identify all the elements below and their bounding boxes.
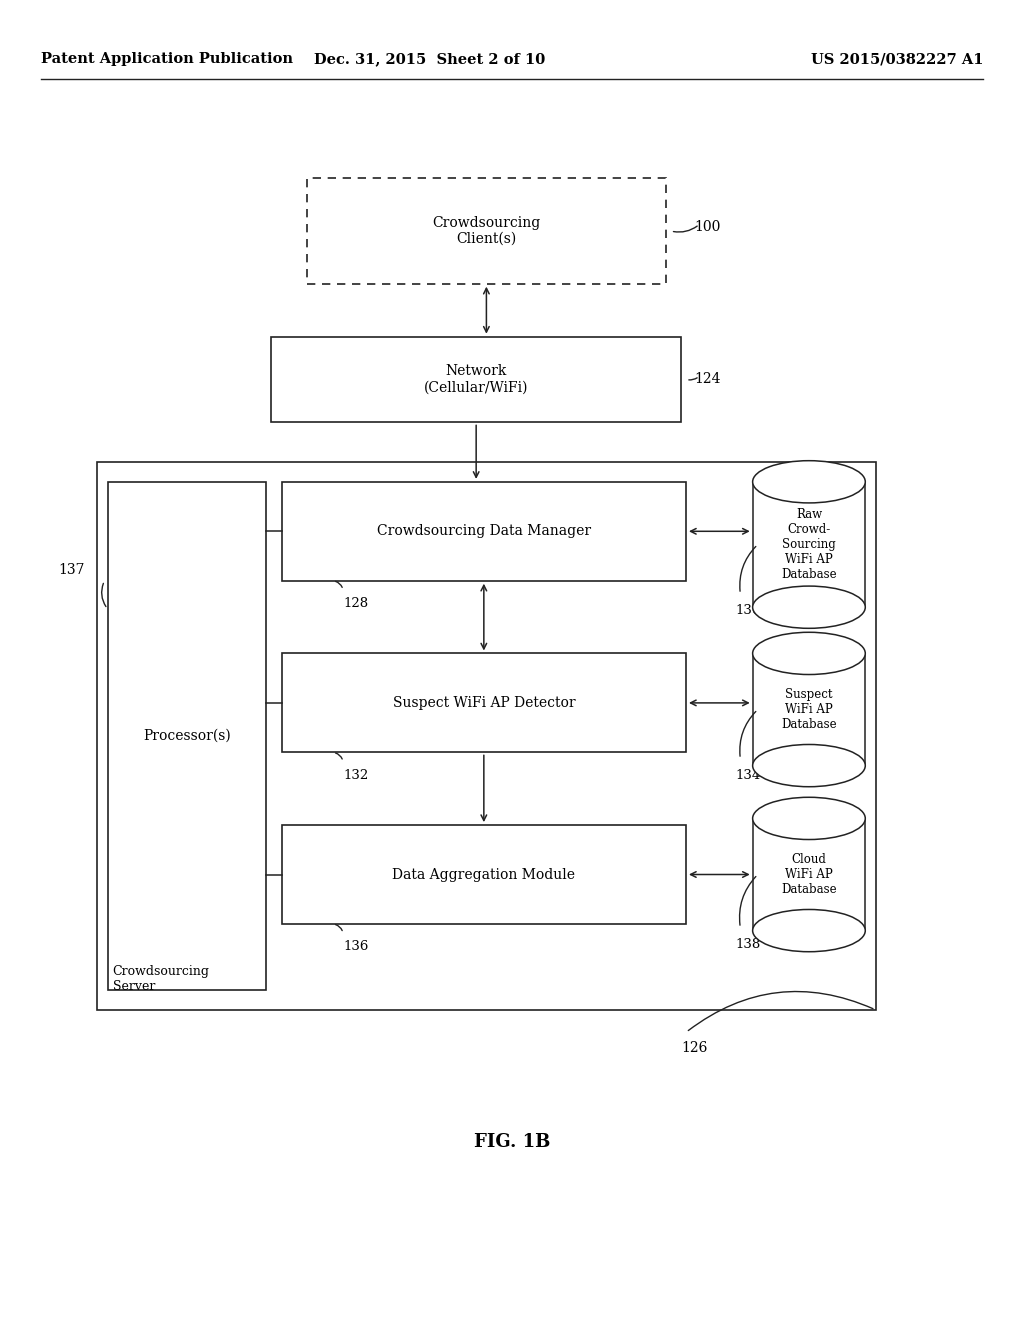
Text: 128: 128 — [343, 597, 369, 610]
Ellipse shape — [753, 744, 865, 787]
Text: 134: 134 — [735, 768, 761, 781]
Text: Patent Application Publication: Patent Application Publication — [41, 53, 293, 66]
Text: Suspect
WiFi AP
Database: Suspect WiFi AP Database — [781, 688, 837, 731]
Text: 138: 138 — [735, 937, 761, 950]
Text: US 2015/0382227 A1: US 2015/0382227 A1 — [811, 53, 983, 66]
Bar — [753, 482, 865, 607]
Bar — [753, 818, 865, 931]
Text: FIG. 1B: FIG. 1B — [474, 1133, 550, 1151]
Bar — [97, 462, 876, 1010]
Text: Crowdsourcing
Server: Crowdsourcing Server — [113, 965, 210, 993]
Text: 137: 137 — [58, 564, 85, 577]
Text: 126: 126 — [681, 1041, 708, 1055]
Text: Raw
Crowd-
Sourcing
WiFi AP
Database: Raw Crowd- Sourcing WiFi AP Database — [781, 508, 837, 581]
Bar — [282, 482, 686, 581]
Text: Network
(Cellular/WiFi): Network (Cellular/WiFi) — [424, 364, 528, 395]
Text: 124: 124 — [694, 372, 721, 385]
Text: Data Aggregation Module: Data Aggregation Module — [392, 867, 575, 882]
Bar — [108, 482, 266, 990]
Ellipse shape — [753, 632, 865, 675]
Text: 130: 130 — [735, 603, 761, 616]
Text: 100: 100 — [694, 220, 721, 234]
Ellipse shape — [753, 797, 865, 840]
Text: Crowdsourcing
Client(s): Crowdsourcing Client(s) — [432, 216, 541, 246]
Text: Crowdsourcing Data Manager: Crowdsourcing Data Manager — [377, 524, 591, 539]
Text: Dec. 31, 2015  Sheet 2 of 10: Dec. 31, 2015 Sheet 2 of 10 — [314, 53, 546, 66]
Bar — [282, 653, 686, 752]
Text: Processor(s): Processor(s) — [143, 729, 230, 743]
Bar — [753, 653, 865, 766]
Text: 136: 136 — [343, 940, 369, 953]
Text: 132: 132 — [343, 768, 369, 781]
Ellipse shape — [753, 909, 865, 952]
Bar — [307, 178, 666, 284]
Ellipse shape — [753, 461, 865, 503]
Ellipse shape — [753, 586, 865, 628]
Text: Cloud
WiFi AP
Database: Cloud WiFi AP Database — [781, 853, 837, 896]
Text: Suspect WiFi AP Detector: Suspect WiFi AP Detector — [392, 696, 575, 710]
Bar — [282, 825, 686, 924]
Bar — [271, 337, 681, 422]
